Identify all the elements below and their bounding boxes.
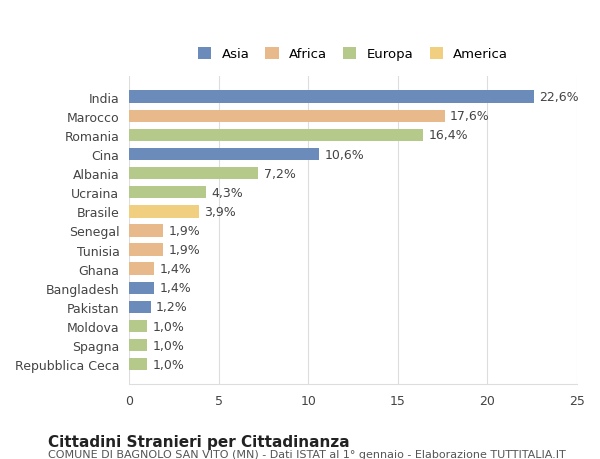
Text: 7,2%: 7,2% [263, 167, 295, 180]
Text: 22,6%: 22,6% [539, 91, 579, 104]
Bar [129, 282, 154, 294]
Text: Cittadini Stranieri per Cittadinanza: Cittadini Stranieri per Cittadinanza [48, 434, 350, 449]
Bar [129, 148, 319, 161]
Legend: Asia, Africa, Europa, America: Asia, Africa, Europa, America [194, 44, 512, 65]
Text: 1,0%: 1,0% [152, 320, 184, 333]
Bar [129, 225, 163, 237]
Bar [129, 129, 423, 142]
Bar [129, 244, 163, 256]
Bar [129, 110, 445, 123]
Bar [129, 187, 206, 199]
Text: 1,0%: 1,0% [152, 358, 184, 371]
Bar [129, 339, 147, 352]
Text: 4,3%: 4,3% [212, 186, 244, 199]
Text: 1,9%: 1,9% [169, 224, 200, 237]
Bar [129, 206, 199, 218]
Text: 1,4%: 1,4% [160, 263, 191, 275]
Bar [129, 91, 534, 104]
Text: 10,6%: 10,6% [325, 148, 364, 161]
Bar [129, 263, 154, 275]
Text: 16,4%: 16,4% [428, 129, 468, 142]
Text: 17,6%: 17,6% [450, 110, 490, 123]
Bar [129, 320, 147, 332]
Bar [129, 301, 151, 313]
Text: 1,9%: 1,9% [169, 244, 200, 257]
Bar [129, 168, 258, 180]
Text: COMUNE DI BAGNOLO SAN VITO (MN) - Dati ISTAT al 1° gennaio - Elaborazione TUTTIT: COMUNE DI BAGNOLO SAN VITO (MN) - Dati I… [48, 449, 566, 459]
Text: 1,0%: 1,0% [152, 339, 184, 352]
Bar [129, 358, 147, 371]
Text: 1,4%: 1,4% [160, 282, 191, 295]
Text: 1,2%: 1,2% [156, 301, 188, 314]
Text: 3,9%: 3,9% [205, 205, 236, 218]
